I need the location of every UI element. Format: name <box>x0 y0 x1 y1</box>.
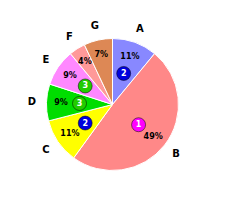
svg-text:E: E <box>42 54 49 65</box>
svg-text:D: D <box>28 96 36 107</box>
svg-text:B: B <box>172 148 180 159</box>
svg-text:F: F <box>66 31 73 42</box>
svg-text:7%: 7% <box>94 50 108 59</box>
svg-text:9%: 9% <box>63 71 77 80</box>
svg-text:11%: 11% <box>60 129 79 138</box>
svg-text:3: 3 <box>82 81 88 90</box>
svg-text:2: 2 <box>121 69 127 78</box>
svg-text:2: 2 <box>82 119 88 128</box>
svg-text:9%: 9% <box>54 98 68 107</box>
svg-text:G: G <box>91 20 99 31</box>
svg-text:A: A <box>136 23 144 34</box>
svg-text:4%: 4% <box>78 57 92 66</box>
svg-text:1: 1 <box>136 120 142 129</box>
svg-text:3: 3 <box>77 99 83 108</box>
svg-text:11%: 11% <box>120 52 139 61</box>
svg-text:C: C <box>42 144 49 155</box>
svg-text:49%: 49% <box>144 132 163 141</box>
